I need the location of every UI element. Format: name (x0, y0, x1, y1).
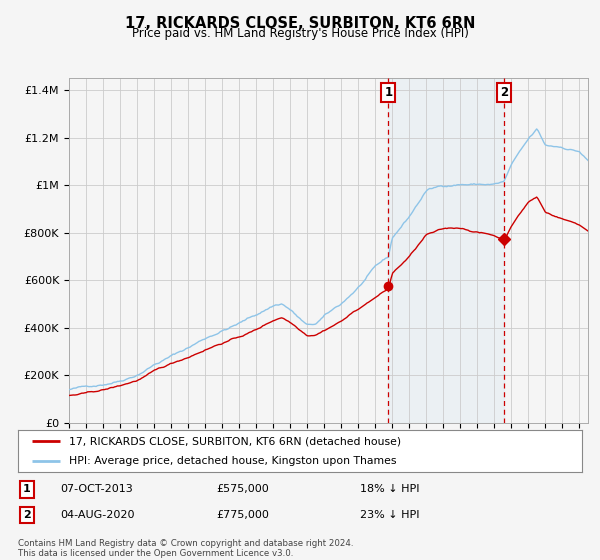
Text: 17, RICKARDS CLOSE, SURBITON, KT6 6RN: 17, RICKARDS CLOSE, SURBITON, KT6 6RN (125, 16, 475, 31)
Text: HPI: Average price, detached house, Kingston upon Thames: HPI: Average price, detached house, King… (69, 456, 396, 466)
Text: 04-AUG-2020: 04-AUG-2020 (60, 510, 134, 520)
Text: £775,000: £775,000 (216, 510, 269, 520)
Text: 1: 1 (385, 86, 392, 99)
Text: 2: 2 (23, 510, 31, 520)
Text: Price paid vs. HM Land Registry's House Price Index (HPI): Price paid vs. HM Land Registry's House … (131, 27, 469, 40)
Text: Contains HM Land Registry data © Crown copyright and database right 2024.
This d: Contains HM Land Registry data © Crown c… (18, 539, 353, 558)
Text: 18% ↓ HPI: 18% ↓ HPI (360, 484, 419, 494)
Text: £575,000: £575,000 (216, 484, 269, 494)
Bar (388, 78, 504, 423)
Text: 07-OCT-2013: 07-OCT-2013 (60, 484, 133, 494)
Text: 23% ↓ HPI: 23% ↓ HPI (360, 510, 419, 520)
Text: 2: 2 (500, 86, 508, 99)
Text: 17, RICKARDS CLOSE, SURBITON, KT6 6RN (detached house): 17, RICKARDS CLOSE, SURBITON, KT6 6RN (d… (69, 436, 401, 446)
Text: 1: 1 (23, 484, 31, 494)
